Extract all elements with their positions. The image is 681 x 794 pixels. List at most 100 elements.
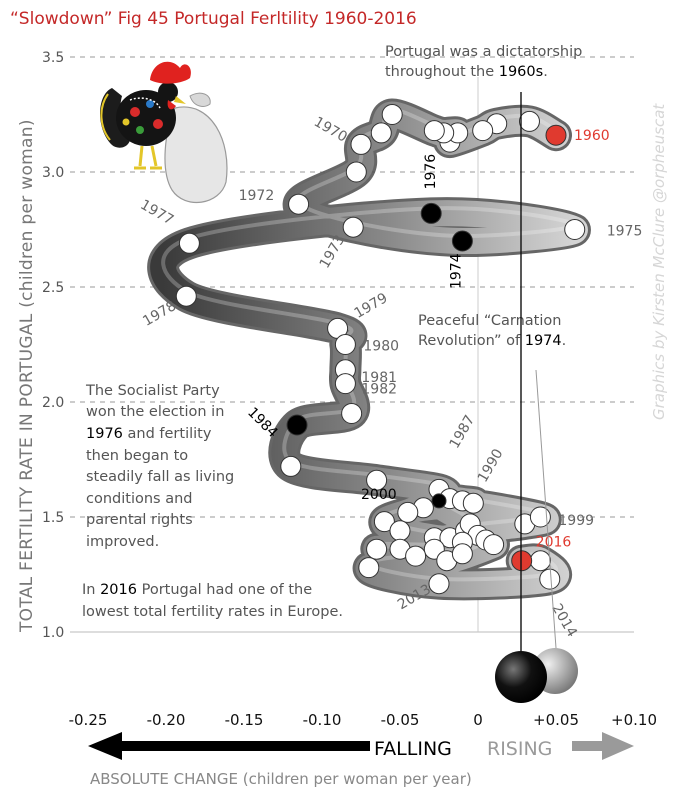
annotation-line: steadily fall as living [86, 469, 234, 485]
year-label: 2000 [361, 487, 397, 503]
year-label: 1999 [558, 513, 594, 529]
x-axis-ticks: -0.25 -0.20 -0.15 -0.10 -0.05 0 +0.05 +0.10 [69, 711, 657, 729]
year-label: 1975 [607, 224, 643, 240]
data-point [451, 543, 473, 565]
x-tick-label: 0 [473, 711, 483, 729]
year-label: 1978 [140, 298, 179, 330]
year-label: 1990 [475, 446, 507, 485]
year-label: 1960 [574, 128, 610, 144]
data-points [175, 104, 586, 595]
direction-arrows: FALLING RISING [88, 732, 634, 760]
data-point [472, 120, 494, 142]
annotation-carnation: Peaceful “Carnation Revolution” of 1974. [418, 313, 566, 349]
data-point [545, 124, 567, 146]
annotation-line: Portugal was a dictatorship [385, 44, 582, 60]
year-label: 1979 [352, 290, 391, 322]
data-point [483, 534, 505, 556]
x-tick-label: -0.15 [225, 711, 264, 729]
data-point [366, 469, 388, 491]
data-point [423, 120, 445, 142]
annotation-line: In 2016 Portugal had one of the [82, 582, 312, 598]
year-label: 1974 [448, 253, 464, 289]
x-tick-label: +0.10 [611, 711, 657, 729]
annotation-line: won the election in [86, 404, 224, 420]
data-point [341, 403, 363, 424]
data-point [397, 501, 419, 523]
x-axis-label: ABSOLUTE CHANGE (children per woman per … [90, 770, 472, 788]
data-point [431, 493, 447, 509]
y-tick-label: 3.5 [42, 50, 64, 66]
year-label: 1972 [239, 188, 275, 204]
y-axis-ticks: 1.0 1.5 2.0 2.5 3.0 3.5 [42, 50, 64, 641]
year-label: 1980 [363, 339, 399, 355]
data-point [342, 216, 364, 238]
y-axis-label: TOTAL FERTILITY RATE IN PORTUGAL (childr… [17, 119, 37, 633]
y-tick-label: 3.0 [42, 165, 64, 181]
year-label: 1973 [317, 232, 349, 271]
x-tick-label: -0.10 [303, 711, 342, 729]
falling-arrow [88, 732, 370, 760]
annotation-line: The Socialist Party [85, 383, 220, 399]
y-tick-label: 1.0 [42, 625, 64, 641]
data-point [381, 104, 403, 125]
data-point [175, 285, 197, 307]
data-point [420, 202, 442, 224]
data-point [462, 492, 484, 514]
year-label: 2016 [536, 535, 572, 551]
data-point [280, 455, 302, 477]
rising-label: RISING [487, 738, 552, 760]
year-label: 1970 [311, 114, 350, 146]
annotation-line: 1976 and fertility [86, 426, 212, 442]
data-point [405, 545, 427, 567]
data-point [428, 573, 450, 595]
year-label: 1976 [423, 154, 439, 190]
data-point [334, 334, 356, 355]
annotation-line: parental rights [86, 512, 193, 528]
data-point [373, 511, 395, 533]
x-tick-label: -0.20 [147, 711, 186, 729]
annotation-dictatorship: Portugal was a dictatorship throughout t… [385, 44, 582, 80]
data-point [178, 232, 200, 254]
x-tick-label: -0.05 [381, 711, 420, 729]
data-point [529, 550, 551, 572]
data-point [345, 161, 367, 183]
data-point [539, 568, 561, 590]
falling-ball [495, 651, 547, 703]
annotation-line: conditions and [86, 491, 192, 507]
annotation-lowest: In 2016 Portugal had one of the lowest t… [82, 582, 343, 620]
year-label: 1977 [137, 197, 176, 229]
data-point [350, 133, 372, 155]
annotation-line: throughout the 1960s. [385, 64, 548, 80]
x-tick-label: -0.25 [69, 711, 108, 729]
data-point [366, 538, 388, 560]
y-tick-label: 2.5 [42, 280, 64, 296]
data-point [564, 219, 586, 240]
rising-arrow [572, 732, 634, 760]
y-tick-label: 2.0 [42, 395, 64, 411]
data-point [358, 557, 380, 579]
annotation-line: lowest total fertility rates in Europe. [82, 604, 343, 620]
data-point [451, 230, 473, 252]
annotation-line: improved. [86, 534, 159, 550]
data-point [288, 193, 310, 215]
chart-title: “Slowdown” Fig 45 Portugal Ferltility 19… [10, 9, 417, 29]
data-point [334, 373, 356, 395]
y-tick-label: 1.5 [42, 510, 64, 526]
credit-text: Graphics by Kirsten McClure @orpheuscat [650, 103, 668, 420]
data-point [518, 110, 540, 132]
year-label: 1987 [447, 413, 479, 452]
data-point [286, 414, 308, 436]
falling-label: FALLING [374, 738, 452, 760]
annotation-line: Revolution” of 1974. [418, 333, 566, 349]
rooster-icon [100, 61, 228, 204]
x-tick-label: +0.05 [533, 711, 579, 729]
annotation-line: Peaceful “Carnation [418, 313, 561, 329]
annotation-line: then began to [86, 448, 188, 464]
year-label: 1982 [361, 382, 397, 398]
data-point [370, 122, 392, 144]
annotation-socialist: The Socialist Party won the election in … [85, 383, 234, 550]
year-label: 1981 [361, 370, 397, 386]
pendulum-balls [495, 92, 578, 703]
data-point [389, 520, 411, 542]
